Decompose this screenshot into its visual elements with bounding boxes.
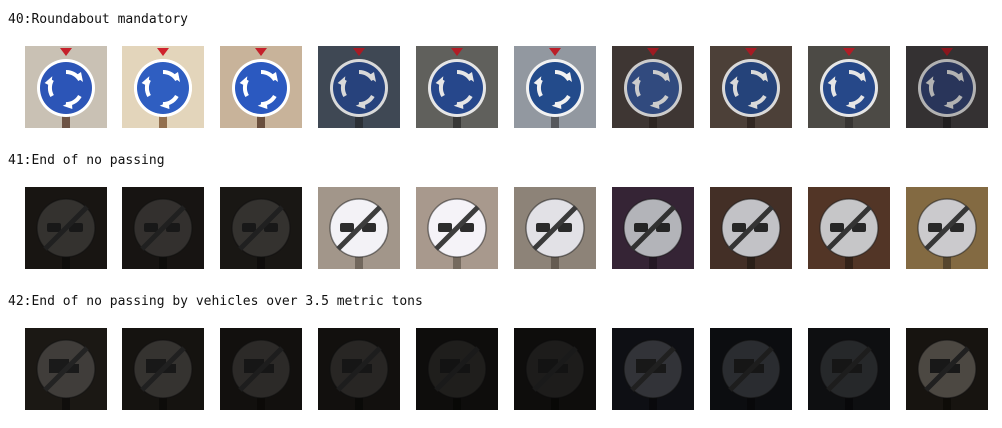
sign-thumbnail xyxy=(25,187,107,269)
sign-thumbnail xyxy=(710,187,792,269)
sign-thumbnail xyxy=(318,187,400,269)
sign-thumbnail xyxy=(514,46,596,128)
section-title: 42:End of no passing by vehicles over 3.… xyxy=(8,294,423,309)
sign-thumbnail xyxy=(122,328,204,410)
sign-thumbnail xyxy=(122,187,204,269)
sign-thumbnail xyxy=(220,187,302,269)
section-title: 40:Roundabout mandatory xyxy=(8,12,189,27)
sign-thumbnail xyxy=(612,46,694,128)
sign-thumbnail xyxy=(25,46,107,128)
sign-thumbnail xyxy=(416,187,498,269)
sign-thumbnail xyxy=(906,187,988,269)
sign-thumbnail xyxy=(906,46,988,128)
sign-thumbnail xyxy=(514,328,596,410)
sign-thumbnail xyxy=(25,328,107,410)
thumbnail-row xyxy=(0,46,1002,128)
thumbnail-row xyxy=(0,187,1002,269)
sign-thumbnail xyxy=(612,187,694,269)
sign-thumbnail xyxy=(808,328,890,410)
section-title: 41:End of no passing xyxy=(8,153,165,168)
sign-thumbnail xyxy=(514,187,596,269)
thumbnail-row xyxy=(0,328,1002,410)
sign-thumbnail xyxy=(318,46,400,128)
sign-thumbnail xyxy=(220,328,302,410)
sign-thumbnail xyxy=(318,328,400,410)
sign-thumbnail xyxy=(220,46,302,128)
sign-thumbnail xyxy=(710,46,792,128)
sign-thumbnail xyxy=(122,46,204,128)
sign-thumbnail xyxy=(416,328,498,410)
sign-thumbnail xyxy=(808,46,890,128)
sign-thumbnail xyxy=(808,187,890,269)
sign-thumbnail xyxy=(906,328,988,410)
sign-thumbnail xyxy=(416,46,498,128)
sign-thumbnail xyxy=(612,328,694,410)
sign-thumbnail xyxy=(710,328,792,410)
